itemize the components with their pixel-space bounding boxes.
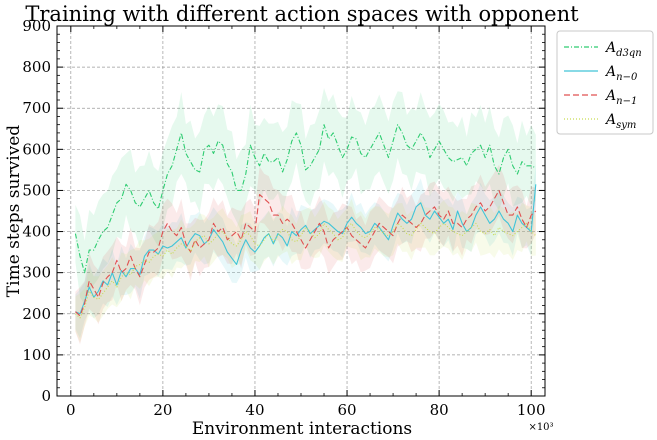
x-multiplier: ×10³	[528, 422, 553, 433]
y-tick-label: 700	[22, 99, 51, 117]
x-tick-label: 100	[517, 401, 546, 419]
x-tick-label: 60	[337, 401, 356, 419]
confidence-bands	[75, 88, 536, 345]
legend-label: Asym	[604, 112, 636, 131]
y-tick-label: 400	[22, 223, 51, 241]
confidence-band	[75, 164, 536, 339]
x-axis-label: Environment interactions	[192, 419, 412, 439]
y-tick-label: 500	[22, 181, 51, 199]
confidence-band	[75, 164, 536, 345]
y-tick-label: 100	[22, 346, 51, 364]
x-tick-label: 40	[245, 401, 264, 419]
series-line	[74, 124, 537, 274]
series-lines	[74, 124, 537, 319]
x-tick-label: 0	[66, 401, 76, 419]
axis-ticks	[57, 25, 545, 397]
series-line	[75, 184, 537, 315]
y-tick-label: 0	[41, 387, 51, 405]
confidence-band	[75, 198, 536, 343]
series-line	[75, 189, 537, 317]
legend-label: An−0	[604, 64, 638, 83]
y-tick-label: 300	[22, 264, 51, 282]
x-tick-label: 80	[430, 401, 449, 419]
tick-labels: 0 20 40 60 80 100 0 100 200 300 400 500 600 700 800 900	[22, 17, 545, 419]
y-tick-label: 800	[22, 58, 51, 76]
chart-title: Training with different action spaces wi…	[25, 2, 579, 26]
legend: Ad3qn An−0 An−1 Asym	[556, 30, 654, 135]
y-tick-label: 900	[22, 17, 51, 35]
legend-label: An−1	[604, 88, 637, 107]
y-tick-label: 200	[22, 305, 51, 323]
y-tick-label: 600	[22, 140, 51, 158]
confidence-band	[75, 88, 536, 305]
x-tick-label: 20	[153, 401, 172, 419]
legend-box	[556, 30, 654, 135]
y-axis-label: Time steps survived	[4, 125, 24, 297]
legend-label: Ad3qn	[604, 40, 642, 59]
